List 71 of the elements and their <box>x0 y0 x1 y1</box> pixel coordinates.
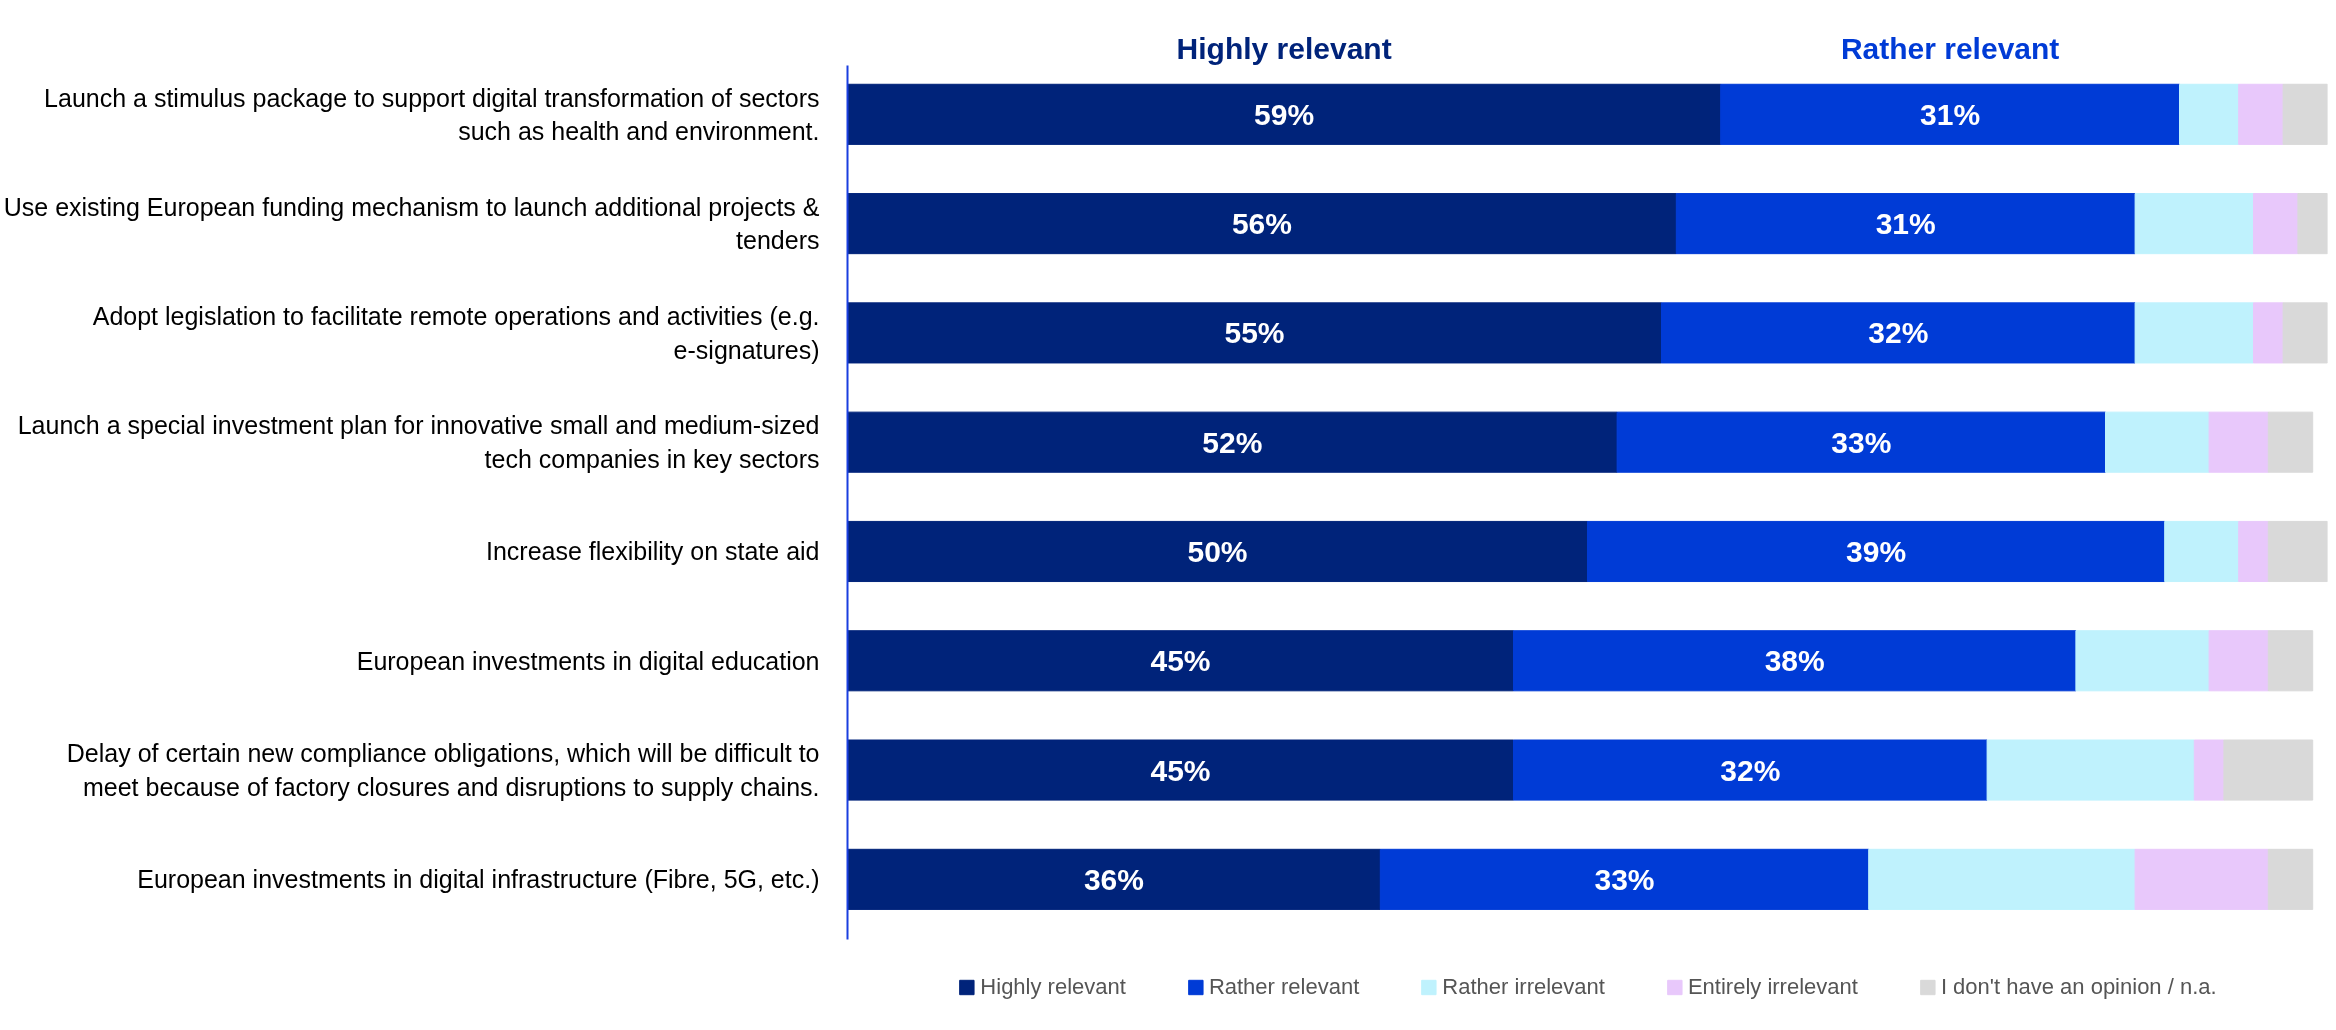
data-label: 50% <box>1187 534 1248 568</box>
data-label: 33% <box>1594 862 1655 896</box>
bar <box>2193 739 2225 801</box>
data-label: 38% <box>1764 644 1825 678</box>
data-label: 33% <box>1831 425 1892 459</box>
data-label: 55% <box>1224 316 1285 350</box>
bar <box>2267 630 2314 692</box>
data-label: 31% <box>1875 207 1936 241</box>
y-tick-label: European investments in digital infrastructure (Fibre, 5G, etc.) <box>137 865 820 894</box>
bar <box>1868 848 2136 910</box>
bar <box>2164 520 2240 583</box>
legend-label: Rather relevant <box>1208 974 1360 1000</box>
data-label: 36% <box>1083 862 1144 896</box>
bar <box>1587 520 2166 583</box>
bar <box>847 302 1662 364</box>
bar <box>847 411 1618 473</box>
bar <box>2179 83 2240 145</box>
bar <box>1720 83 2180 145</box>
bar <box>2134 193 2254 255</box>
bar <box>2075 630 2210 692</box>
data-label: 59% <box>1254 97 1315 131</box>
bar <box>1616 411 2106 473</box>
bar <box>2238 520 2269 583</box>
bar <box>847 739 1514 801</box>
bar <box>1513 739 1988 801</box>
bar <box>2134 302 2254 364</box>
bar <box>2208 411 2269 473</box>
bar <box>2105 411 2210 473</box>
data-label: 32% <box>1720 753 1781 787</box>
bar <box>2282 83 2328 145</box>
bar <box>2208 630 2269 692</box>
bar <box>2267 848 2314 910</box>
data-label: 39% <box>1846 534 1907 568</box>
data-label: 45% <box>1150 753 1211 787</box>
bar <box>847 630 1514 692</box>
bar <box>1675 193 2136 255</box>
bar <box>2267 411 2314 473</box>
bar <box>2297 193 2328 255</box>
bar <box>2134 848 2269 910</box>
bar <box>2267 520 2328 583</box>
y-tick-label: Launch a special investment plan for innovative small and medium-sized tech companies in key sectors <box>17 411 820 473</box>
y-tick-label: European investments in digital education <box>356 646 820 675</box>
y-tick-label: Launch a stimulus package to support digital transformation of sectors such as health and environment. <box>44 83 820 146</box>
bar <box>2253 193 2299 255</box>
y-tick-label: Increase flexibility on state aid <box>485 537 820 566</box>
legend-label: Highly relevant <box>980 974 1126 1000</box>
bar <box>1986 739 2195 801</box>
bar <box>847 520 1588 583</box>
text: Rather relevant <box>1840 32 2060 66</box>
data-label: 32% <box>1868 316 1929 350</box>
y-tick-label: Adopt legislation to facilitate remote operations and activities (e.g. e-signatures) <box>92 302 820 364</box>
bar <box>1661 302 2136 364</box>
bar <box>847 848 1381 910</box>
text: Highly relevant <box>1176 32 1392 66</box>
data-label: 31% <box>1920 97 1981 131</box>
bar <box>1379 848 1870 910</box>
y-tick-label: Delay of certain new compliance obligations, which will be difficult to meet because of factory closures and disruptions to supply chains. <box>66 739 820 801</box>
data-label: 52% <box>1202 425 1263 459</box>
bar <box>2253 302 2284 364</box>
bar <box>847 193 1677 255</box>
data-label: 56% <box>1231 207 1292 241</box>
bar <box>2282 302 2328 364</box>
data-label: 45% <box>1150 644 1211 678</box>
bar <box>2223 739 2314 801</box>
legend-label: Entirely irrelevant <box>1687 974 1858 1000</box>
y-tick-label: Use existing European funding mechanism to launch additional projects & tenders <box>3 192 820 255</box>
legend-label: I don't have an opinion / n.a. <box>1940 974 2217 1000</box>
bar <box>847 83 1722 145</box>
legend-label: Rather irrelevant <box>1442 974 1605 1000</box>
bar <box>1513 630 2077 692</box>
bar <box>2238 83 2284 145</box>
